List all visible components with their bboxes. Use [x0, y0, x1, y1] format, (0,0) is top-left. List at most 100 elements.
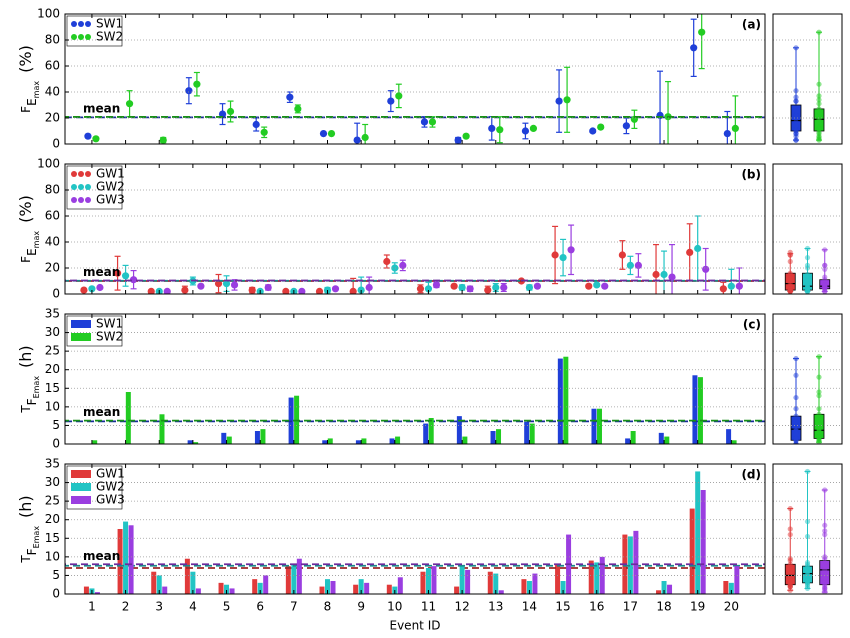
- box-point: [793, 419, 799, 425]
- point: [622, 122, 630, 130]
- bar: [123, 521, 129, 594]
- legend-frame: [66, 315, 123, 347]
- y-label-subsub: max: [32, 81, 41, 99]
- box-point: [816, 433, 822, 440]
- point: [193, 80, 201, 88]
- point: [319, 130, 328, 138]
- point: [698, 28, 706, 36]
- point: [727, 282, 735, 290]
- bar: [252, 579, 258, 594]
- y-axis-label: TFEmax (h): [16, 495, 41, 563]
- bar: [83, 586, 89, 594]
- legend-label: GW1: [96, 467, 125, 481]
- box-point: [822, 574, 828, 580]
- y-tick-label: 40: [45, 85, 60, 99]
- point: [567, 246, 575, 254]
- bar: [591, 408, 597, 444]
- panel-label: (c): [743, 318, 761, 332]
- legend-label: GW2: [96, 480, 125, 494]
- legend-swatch: [85, 184, 91, 190]
- point: [686, 248, 694, 256]
- legend-label: SW2: [96, 330, 123, 344]
- bar: [456, 416, 462, 444]
- box-point: [804, 570, 811, 577]
- point: [349, 287, 357, 294]
- point: [563, 96, 571, 104]
- point: [248, 286, 256, 294]
- point: [593, 281, 601, 289]
- point: [484, 286, 492, 294]
- x-tick-label: 13: [488, 600, 503, 614]
- point: [597, 123, 605, 131]
- point: [529, 124, 538, 132]
- point: [551, 251, 559, 259]
- bar: [695, 471, 701, 594]
- y-label-main: F: [19, 256, 33, 263]
- y-tick-label: 20: [45, 362, 60, 376]
- box-point: [793, 45, 799, 51]
- point: [424, 285, 433, 293]
- box-point: [804, 468, 811, 475]
- point: [723, 130, 731, 138]
- bar: [454, 586, 460, 594]
- mean-label: mean: [83, 101, 120, 115]
- box-point: [822, 262, 828, 268]
- point: [365, 283, 373, 292]
- point: [462, 132, 470, 140]
- bar: [728, 582, 734, 594]
- bar: [596, 408, 602, 444]
- y-label-unit: (h): [16, 345, 35, 368]
- bar: [195, 588, 201, 594]
- bar: [459, 566, 465, 594]
- bar: [658, 432, 664, 444]
- y-tick-label: 40: [45, 235, 60, 249]
- box-point: [787, 505, 793, 512]
- bar: [697, 377, 703, 444]
- box-point: [793, 119, 799, 125]
- y-tick-label: 30: [45, 325, 60, 339]
- box-point: [804, 271, 811, 278]
- point: [652, 270, 660, 279]
- y-label-main: F: [19, 106, 33, 113]
- bar: [490, 431, 496, 444]
- y-tick-label: 0: [52, 287, 60, 301]
- point: [420, 118, 429, 126]
- box-point: [793, 413, 799, 419]
- box-point: [816, 125, 822, 131]
- box-point: [787, 557, 793, 564]
- box-frame: [772, 313, 843, 445]
- point: [450, 282, 458, 290]
- x-tick-label: 3: [155, 600, 163, 614]
- box-point: [816, 374, 822, 380]
- box-point: [822, 567, 828, 573]
- bar: [125, 392, 131, 444]
- y-tick-label: 10: [45, 399, 60, 413]
- legend-label: GW1: [96, 167, 125, 181]
- x-tick-label: 12: [454, 600, 469, 614]
- bar: [627, 536, 633, 594]
- point: [298, 287, 306, 294]
- box-point: [793, 406, 799, 412]
- y-tick-label: 60: [45, 59, 60, 73]
- bar: [560, 581, 566, 594]
- bar: [389, 438, 395, 444]
- point: [702, 265, 710, 273]
- bar: [661, 581, 667, 594]
- point: [660, 270, 668, 279]
- point: [690, 44, 698, 52]
- box-frame: [772, 163, 843, 295]
- point: [218, 110, 227, 118]
- bar: [588, 560, 594, 594]
- bar: [184, 558, 190, 594]
- legend-swatch: [85, 21, 91, 27]
- bar: [159, 414, 165, 444]
- bar: [325, 579, 330, 594]
- point: [361, 133, 369, 142]
- bar: [726, 429, 732, 444]
- x-tick-label: 11: [421, 600, 436, 614]
- box-point: [793, 355, 799, 362]
- x-axis-label: Event ID: [390, 619, 441, 633]
- bar: [361, 438, 367, 444]
- bar: [187, 440, 193, 444]
- box-point: [793, 123, 799, 129]
